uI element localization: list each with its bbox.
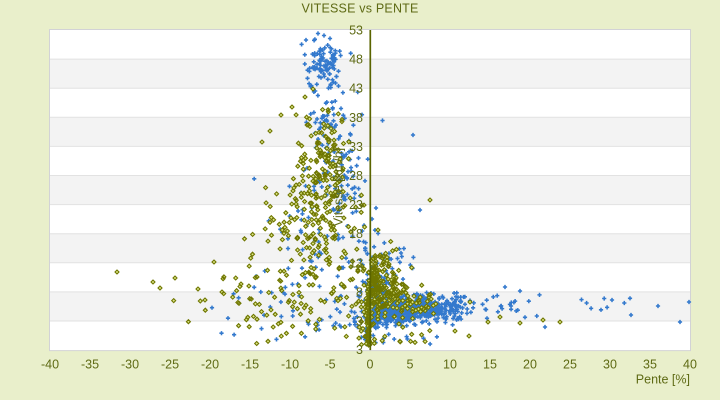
svg-text:8: 8: [356, 285, 363, 299]
svg-text:13: 13: [349, 256, 363, 270]
svg-text:10: 10: [443, 358, 457, 372]
svg-text:20: 20: [523, 358, 537, 372]
svg-text:25: 25: [563, 358, 577, 372]
svg-text:15: 15: [483, 358, 497, 372]
svg-text:5: 5: [407, 358, 414, 372]
svg-text:35: 35: [643, 358, 657, 372]
svg-text:-5: -5: [324, 358, 335, 372]
svg-text:VITESSE vs PENTE: VITESSE vs PENTE: [301, 2, 418, 16]
svg-text:Pente [%]: Pente [%]: [636, 373, 690, 387]
svg-text:-10: -10: [281, 358, 299, 372]
svg-text:53: 53: [349, 24, 363, 38]
svg-text:30: 30: [603, 358, 617, 372]
svg-text:3: 3: [356, 343, 363, 357]
svg-text:-40: -40: [41, 358, 59, 372]
svg-text:18: 18: [349, 227, 363, 241]
svg-text:Vitesse [km/h]: Vitesse [km/h]: [332, 148, 346, 226]
svg-text:40: 40: [683, 358, 697, 372]
svg-text:3: 3: [356, 315, 363, 329]
svg-text:-35: -35: [81, 358, 99, 372]
svg-text:-20: -20: [201, 358, 219, 372]
svg-text:33: 33: [349, 140, 363, 154]
svg-text:0: 0: [367, 358, 374, 372]
svg-text:23: 23: [349, 198, 363, 212]
svg-text:-25: -25: [161, 358, 179, 372]
svg-text:48: 48: [349, 53, 363, 67]
svg-text:28: 28: [349, 169, 363, 183]
svg-text:-15: -15: [241, 358, 259, 372]
svg-text:38: 38: [349, 111, 363, 125]
svg-text:43: 43: [349, 82, 363, 96]
svg-text:-30: -30: [121, 358, 139, 372]
